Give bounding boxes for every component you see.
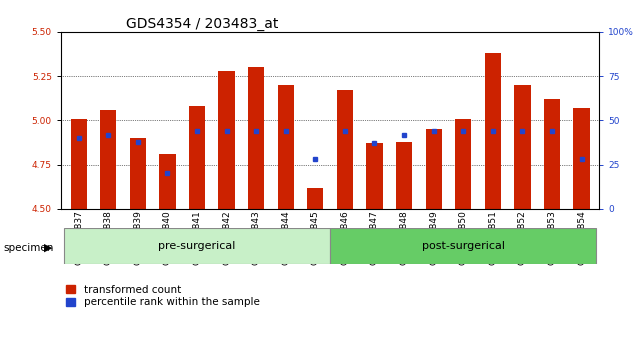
- Bar: [455, 119, 471, 209]
- Bar: [367, 143, 383, 209]
- Text: specimen: specimen: [3, 243, 54, 253]
- FancyBboxPatch shape: [64, 228, 330, 264]
- Bar: [159, 154, 176, 209]
- Bar: [219, 71, 235, 209]
- Bar: [189, 106, 205, 209]
- Bar: [544, 99, 560, 209]
- Bar: [100, 110, 117, 209]
- Bar: [396, 142, 412, 209]
- Bar: [485, 53, 501, 209]
- Text: ▶: ▶: [44, 243, 52, 253]
- Bar: [248, 67, 264, 209]
- Bar: [278, 85, 294, 209]
- Text: pre-surgerical: pre-surgerical: [158, 241, 236, 251]
- Text: post-surgerical: post-surgerical: [422, 241, 504, 251]
- FancyBboxPatch shape: [330, 228, 596, 264]
- Bar: [129, 138, 146, 209]
- Legend: transformed count, percentile rank within the sample: transformed count, percentile rank withi…: [66, 285, 260, 308]
- Bar: [307, 188, 324, 209]
- Text: GDS4354 / 203483_at: GDS4354 / 203483_at: [126, 17, 278, 31]
- Bar: [337, 90, 353, 209]
- Bar: [426, 129, 442, 209]
- Bar: [71, 119, 87, 209]
- Bar: [574, 108, 590, 209]
- Bar: [514, 85, 531, 209]
